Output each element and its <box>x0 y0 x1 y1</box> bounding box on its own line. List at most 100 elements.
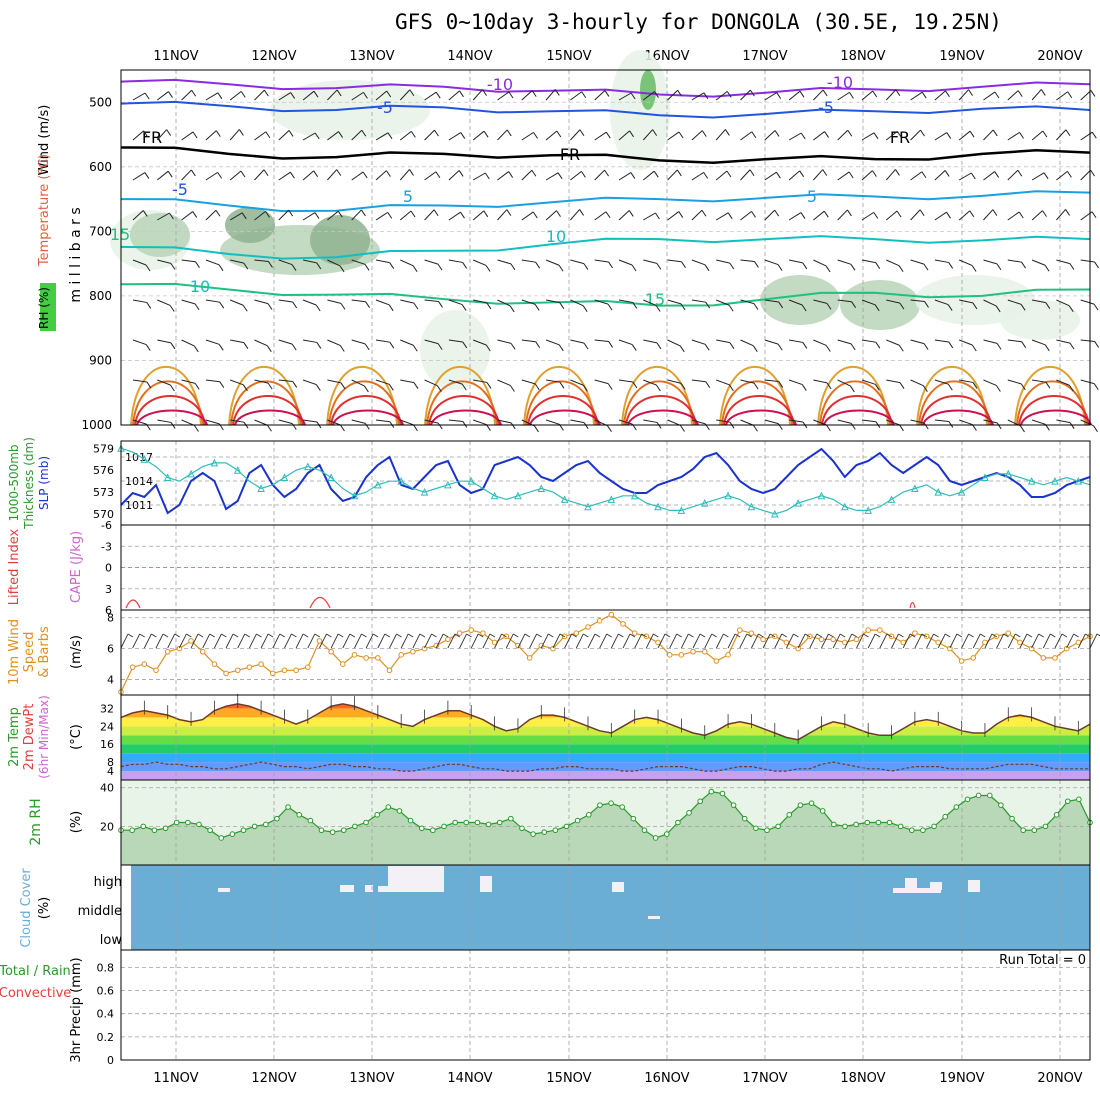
surface-wind-barb <box>284 633 292 649</box>
wind-barb-flag <box>313 170 319 178</box>
rh-marker <box>196 821 202 828</box>
wind-barb-flag <box>387 132 393 140</box>
wind-barb-flag <box>872 90 878 98</box>
surface-wind-barb-flag <box>956 633 963 638</box>
wind-tick-label: 4 <box>107 674 114 687</box>
wind-barb <box>302 259 317 264</box>
wind-barb-flag <box>1042 210 1047 217</box>
wind-barb <box>618 259 633 266</box>
rh-marker <box>585 811 592 818</box>
side-label-cape: CAPE (J/kg) <box>69 531 84 603</box>
wind-barb-flag <box>459 90 464 98</box>
wind-barb-flag <box>559 302 565 309</box>
wind-barb <box>1056 419 1071 424</box>
wind-barb-flag <box>948 262 954 269</box>
surface-wind-barb <box>482 633 491 649</box>
wind-barb <box>594 169 605 181</box>
wind-barb <box>497 379 511 386</box>
wind-barb-flag <box>1068 384 1074 392</box>
wind-barb <box>716 259 730 264</box>
wind-barb-flag <box>362 171 368 179</box>
rh-marker <box>240 827 247 834</box>
precip-tick-label: 0.6 <box>97 985 115 998</box>
side-label-li: Lifted Index <box>7 528 22 605</box>
cloud-gap <box>218 888 230 892</box>
li-tick-label: 6 <box>105 604 112 617</box>
wind-barb <box>132 172 146 181</box>
wind-barb <box>132 419 147 425</box>
wind-barb <box>181 379 196 384</box>
wind-speed-marker <box>211 661 218 667</box>
contour-label: -5 <box>377 98 393 117</box>
wind-barb <box>205 209 217 221</box>
wind-barb-flag <box>265 211 270 218</box>
wind-barb-flag <box>243 342 249 349</box>
wind-barb <box>837 171 850 181</box>
wind-barb-flag <box>436 385 442 392</box>
surface-wind-barb-flag <box>513 633 519 638</box>
wind-barb <box>861 211 875 221</box>
wind-barb <box>375 379 390 385</box>
wind-barb-flag <box>681 261 686 268</box>
wind-speed-marker <box>281 667 288 674</box>
wind-speed-marker <box>853 636 860 643</box>
wind-barb-flag <box>409 89 415 97</box>
wind-barb <box>424 209 435 221</box>
wind-barb <box>230 299 244 306</box>
rh-marker <box>663 831 670 837</box>
wind-barb <box>303 339 317 343</box>
wind-barb-flag <box>1045 302 1051 309</box>
wind-barb <box>132 299 147 303</box>
wind-barb-flag <box>242 304 248 312</box>
rh-marker <box>329 829 336 835</box>
surface-wind-barb <box>821 633 829 649</box>
surface-wind-barb-flag <box>664 633 671 638</box>
wind-barb-flag <box>1043 172 1049 180</box>
surface-wind-barb <box>155 633 164 649</box>
wind-barb-flag <box>435 91 441 99</box>
wind-barb-flag <box>703 172 709 179</box>
wind-barb-flag <box>146 381 152 389</box>
wind-barb-flag <box>701 130 707 137</box>
rh-marker <box>886 819 893 826</box>
wind-barb-flag <box>190 169 196 177</box>
wind-barb-flag <box>608 261 613 269</box>
wind-speed-marker <box>164 648 171 655</box>
wind-barb <box>205 92 219 101</box>
wind-barb <box>983 209 994 221</box>
wind-barb-flag <box>1094 261 1099 269</box>
wind-barb <box>667 89 679 101</box>
wind-barb <box>545 259 560 266</box>
wind-barb-flag <box>413 382 419 389</box>
isotherm-line <box>120 78 1091 98</box>
wind-barb <box>764 339 779 345</box>
wind-barb <box>327 419 341 426</box>
wind-barb-flag <box>144 172 150 179</box>
wind-barb <box>497 299 511 307</box>
wind-barb <box>424 419 439 424</box>
low-level-contour <box>918 380 990 426</box>
wind-barb <box>473 419 487 426</box>
wind-barb-flag <box>874 384 880 391</box>
cloud-gap <box>905 878 917 888</box>
surface-wind-barb-flag <box>326 633 332 638</box>
wind-barb <box>497 339 512 344</box>
wind-barb <box>375 299 390 306</box>
wind-barb <box>1056 129 1067 141</box>
wind-barb-flag <box>996 422 1002 430</box>
surface-wind-barb <box>260 633 269 649</box>
wind-barb <box>934 339 949 343</box>
wind-barb <box>643 299 657 306</box>
rh-marker <box>831 821 837 828</box>
wind-barb <box>570 259 585 265</box>
wind-speed-marker <box>328 648 334 655</box>
wind-barb-flag <box>778 301 784 309</box>
rh-marker <box>1009 815 1015 822</box>
wind-barb <box>278 209 290 221</box>
wind-barb-flag <box>506 129 512 137</box>
upper-air-frame <box>120 69 1091 426</box>
wind-barb-flag <box>898 265 904 272</box>
wind-barb-flag <box>632 381 638 389</box>
wind-barb-flag <box>462 262 468 269</box>
wind-barb-flag <box>143 130 148 138</box>
